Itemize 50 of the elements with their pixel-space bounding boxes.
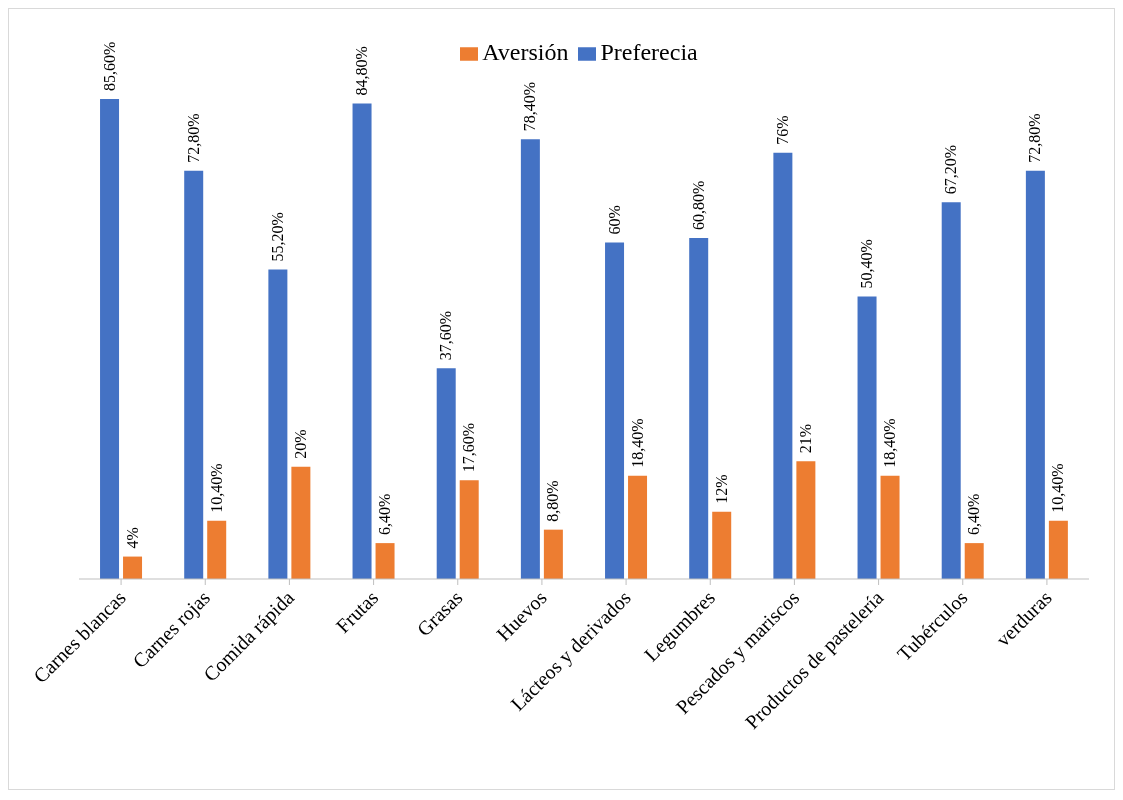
bar — [352, 103, 372, 579]
data-label: 20% — [291, 429, 309, 459]
bar — [941, 202, 961, 579]
data-label: 72,80% — [184, 113, 202, 163]
legend-label: Aversión — [482, 39, 569, 65]
data-label: 8,80% — [544, 480, 562, 522]
data-label: 10,40% — [207, 463, 225, 513]
data-label: 10,40% — [1049, 463, 1067, 513]
data-label: 60% — [605, 205, 623, 235]
data-label: 6,40% — [376, 493, 394, 536]
bar — [375, 543, 395, 579]
bar — [184, 170, 204, 579]
bar — [605, 242, 625, 579]
bar — [689, 238, 709, 579]
bar — [459, 480, 479, 579]
bar — [207, 520, 227, 579]
bar — [543, 529, 563, 579]
data-label: 37,60% — [437, 310, 455, 361]
data-label: 17,60% — [460, 422, 478, 473]
data-label: 85,60% — [100, 41, 118, 91]
bar — [100, 99, 120, 579]
bar — [123, 556, 143, 579]
bar — [964, 543, 984, 579]
data-label: 67,20% — [942, 144, 960, 195]
data-label: 21% — [796, 423, 814, 454]
data-label: 55,20% — [268, 212, 286, 262]
bar — [628, 475, 648, 579]
bar — [880, 475, 900, 579]
legend-label: Preferecia — [600, 39, 698, 65]
bar — [796, 461, 816, 579]
data-label: 60,80% — [689, 180, 707, 231]
data-label: 18,40% — [628, 418, 646, 468]
bar — [857, 296, 877, 579]
bar — [1048, 520, 1068, 579]
data-label: 4% — [123, 527, 141, 549]
data-label: 84,80% — [353, 46, 371, 96]
data-label: 50,40% — [858, 239, 876, 289]
bar — [712, 511, 732, 579]
data-label: 12% — [712, 474, 730, 504]
bar — [291, 466, 311, 579]
bar — [268, 269, 288, 579]
bar — [1025, 170, 1045, 579]
data-label: 18,40% — [881, 418, 899, 468]
data-label: 76% — [773, 115, 791, 145]
bar — [520, 139, 540, 579]
data-label: 72,80% — [1026, 113, 1044, 163]
data-label: 6,40% — [965, 493, 983, 536]
data-label: 78,40% — [521, 82, 539, 132]
bar — [773, 152, 793, 579]
bar — [436, 368, 456, 579]
